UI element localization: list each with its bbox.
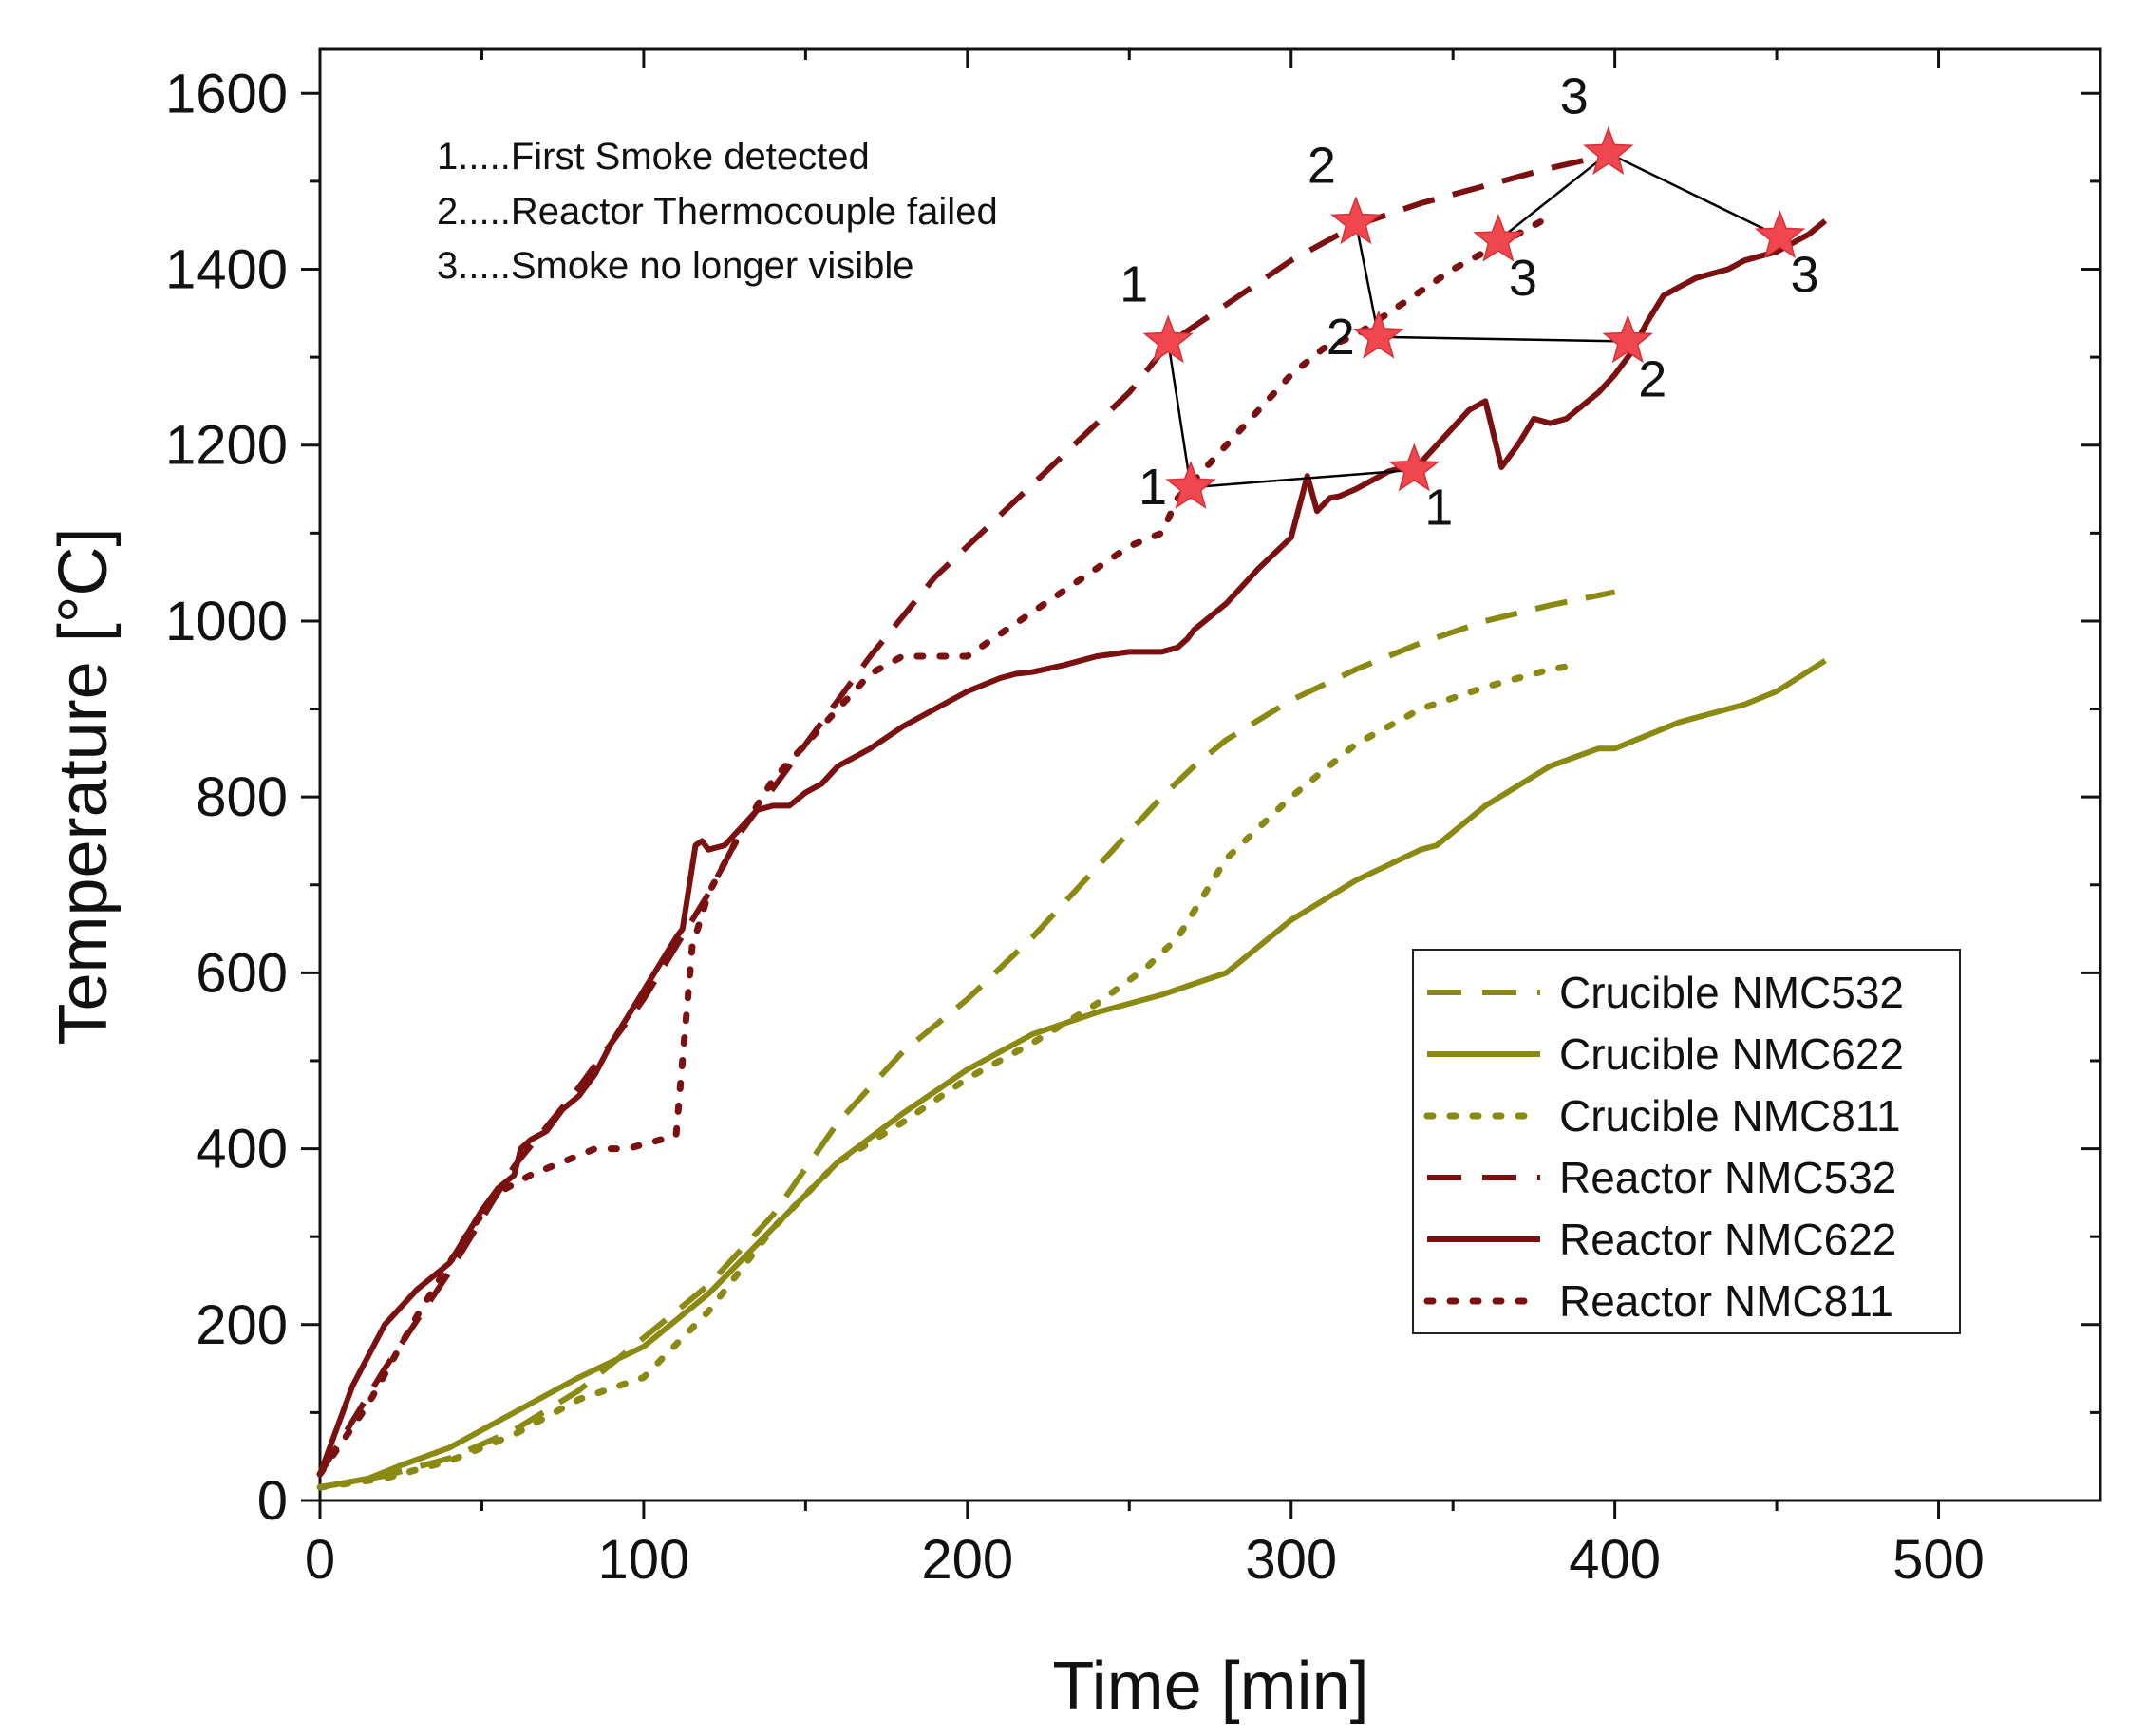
x-tick-label: 400 xyxy=(1569,1529,1661,1591)
legend-label: Reactor NMC622 xyxy=(1559,1215,1896,1264)
event-markers: 1 1 1 2 2 2 3 3 3 xyxy=(1120,67,1818,536)
x-axis-title: Time [min] xyxy=(1052,1649,1368,1725)
y-tick-label: 400 xyxy=(196,1119,288,1180)
event-notes: 1.....First Smoke detected 2.....Reactor… xyxy=(437,136,998,287)
y-tick-label: 1200 xyxy=(165,415,288,477)
event-connector-1 xyxy=(1166,341,1415,489)
y-tick-label: 200 xyxy=(196,1294,288,1356)
event-marker-label: 1 xyxy=(1120,255,1148,312)
event-marker-label: 2 xyxy=(1308,137,1336,194)
event-connector-3 xyxy=(1497,151,1781,241)
event-marker-label: 3 xyxy=(1790,246,1818,303)
legend-label: Crucible NMC811 xyxy=(1559,1091,1901,1141)
series-line-crucible-nmc622 xyxy=(319,658,1827,1491)
y-tick-label: 800 xyxy=(196,766,288,828)
series-layer xyxy=(316,152,1828,1491)
note-1: 1.....First Smoke detected xyxy=(437,136,870,178)
event-marker-star xyxy=(1330,196,1382,245)
note-2: 2.....Reactor Thermocouple failed xyxy=(437,191,998,233)
legend-label: Crucible NMC622 xyxy=(1559,1029,1904,1079)
event-marker-star xyxy=(1142,314,1194,364)
legend-label: Reactor NMC811 xyxy=(1559,1276,1893,1326)
event-marker-label: 1 xyxy=(1424,480,1453,537)
x-tick-label: 300 xyxy=(1245,1529,1337,1591)
note-3: 3.....Smoke no longer visible xyxy=(437,245,913,287)
event-marker-star xyxy=(1754,210,1806,259)
event-marker-star xyxy=(1473,213,1524,262)
y-tick-label: 0 xyxy=(257,1470,288,1532)
event-marker-star xyxy=(1602,314,1654,364)
x-tick-label: 0 xyxy=(305,1529,335,1591)
y-tick-label: 1400 xyxy=(165,239,288,301)
series-line-reactor-nmc811 xyxy=(316,213,1553,1478)
event-marker-label: 3 xyxy=(1560,67,1589,124)
series-line-crucible-nmc811 xyxy=(316,661,1580,1491)
legend-box xyxy=(1412,949,1961,1334)
event-marker-label: 1 xyxy=(1139,459,1167,516)
legend-label: Crucible NMC532 xyxy=(1559,968,1904,1017)
plot-frame xyxy=(318,47,2102,1502)
y-axis-title: Temperature [°C] xyxy=(46,528,122,1046)
event-marker-label: 3 xyxy=(1509,250,1537,307)
series-line-crucible-nmc532 xyxy=(319,589,1616,1491)
event-marker-star xyxy=(1165,461,1216,509)
x-tick-label: 100 xyxy=(598,1529,690,1591)
event-marker-label: 2 xyxy=(1638,350,1666,407)
event-marker-star xyxy=(1352,310,1404,359)
y-tick-label: 600 xyxy=(196,942,288,1004)
event-connectors xyxy=(1166,151,1781,489)
y-tick-label: 1000 xyxy=(165,591,288,652)
series-line-reactor-nmc622 xyxy=(317,218,1828,1476)
event-marker-label: 2 xyxy=(1327,309,1355,366)
axes: 0 100 200 300 400 500 0 200 400 600 800 1000 1200 140… xyxy=(165,47,2102,1591)
event-marker-star xyxy=(1388,443,1440,492)
legend-label: Reactor NMC532 xyxy=(1559,1153,1896,1202)
legend: Crucible NMC532 Crucible NMC622 Crucible N… xyxy=(1412,949,1961,1334)
event-marker-star xyxy=(1583,126,1634,176)
x-tick-label: 500 xyxy=(1892,1529,1985,1591)
y-tick-label: 1600 xyxy=(165,63,288,124)
x-tick-label: 200 xyxy=(921,1529,1013,1591)
